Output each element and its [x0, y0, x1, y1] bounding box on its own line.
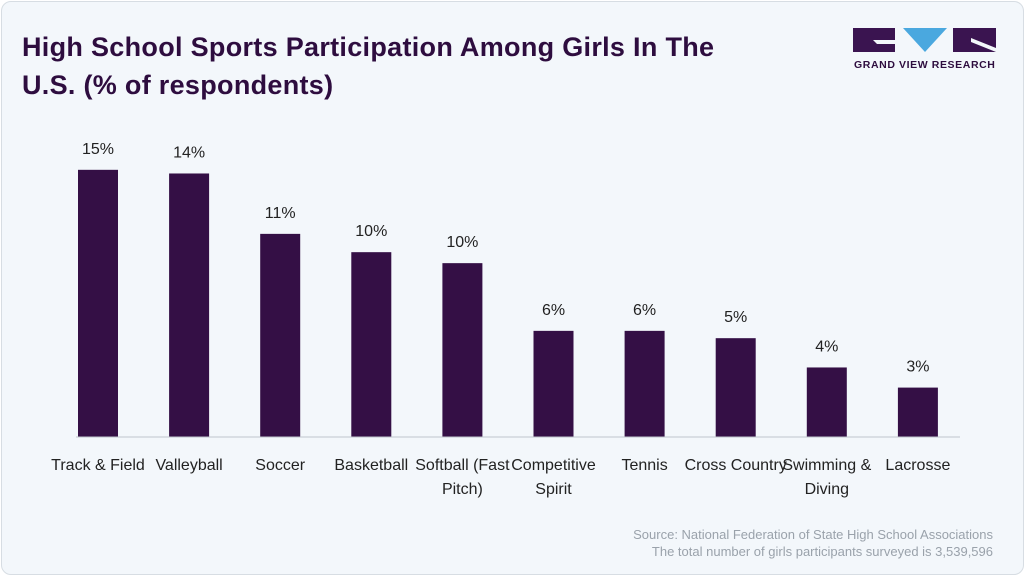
bar: [533, 330, 574, 437]
x-tick-label: Soccer: [255, 457, 306, 474]
data-label: 3%: [906, 359, 929, 376]
x-tick-label: Lacrosse: [885, 457, 951, 474]
bar: [169, 173, 210, 438]
data-label: 10%: [355, 223, 387, 240]
bar: [260, 233, 301, 437]
bar: [78, 169, 118, 437]
data-label: 14%: [173, 144, 205, 161]
x-tick-label: Softball (Fast Pitch): [415, 457, 510, 498]
logo-text: GRAND VIEW RESEARCH: [854, 59, 996, 71]
bar: [351, 252, 392, 437]
sample-note: The total number of girls participants s…: [651, 544, 993, 559]
bar: [624, 330, 665, 437]
bar: [806, 367, 847, 437]
x-tick-label: Valleyball: [155, 457, 223, 474]
x-tick-label: Swimming & Diving: [782, 457, 872, 498]
bar: [442, 263, 483, 437]
x-tick-label: Competitive Spirit: [511, 457, 596, 498]
chart-title: High School Sports Participation Among G…: [22, 32, 715, 100]
source-line: Source: National Federation of State Hig…: [633, 527, 993, 542]
bar: [897, 387, 938, 437]
data-label: 11%: [265, 205, 296, 222]
logo-mark: [853, 28, 996, 52]
data-label: 15%: [82, 141, 114, 158]
x-tick-label: Basketball: [334, 457, 409, 474]
source-note: Source: National Federation of State Hig…: [633, 526, 993, 560]
x-tick-label: Track & Field: [51, 457, 145, 474]
x-tick-label: Cross Country: [684, 457, 787, 474]
data-label: 10%: [446, 234, 478, 251]
data-label: 5%: [724, 309, 747, 326]
bar: [715, 338, 756, 437]
data-label: 4%: [815, 338, 838, 355]
data-label: 6%: [633, 302, 656, 319]
x-tick-label: Tennis: [621, 457, 668, 474]
data-label: 6%: [542, 302, 565, 319]
